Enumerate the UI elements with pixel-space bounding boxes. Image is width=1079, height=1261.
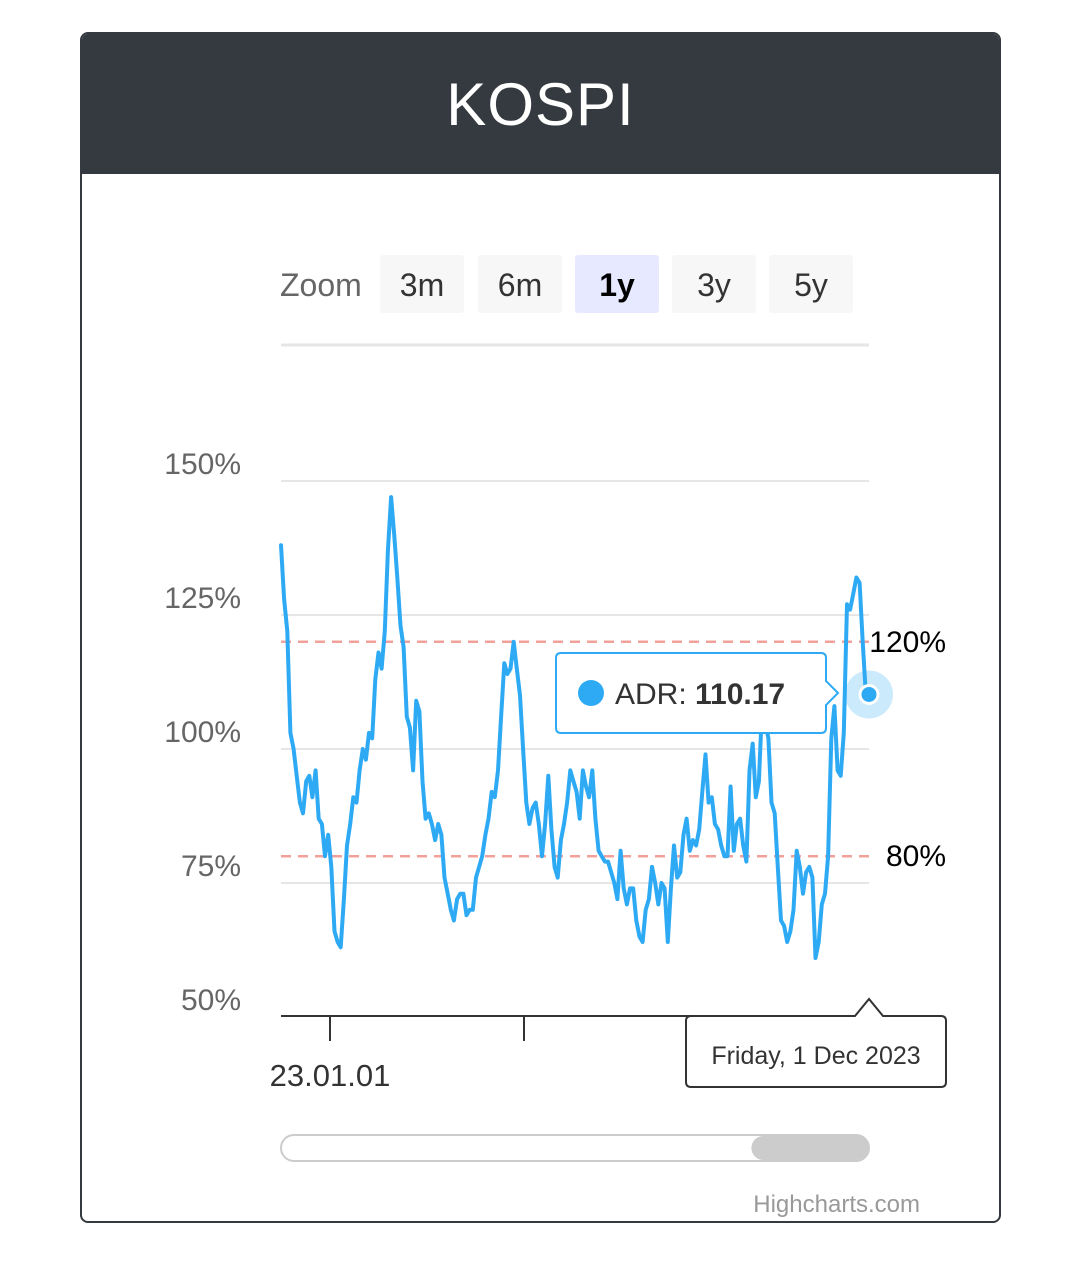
chart-card: KOSPI Zoom 3m 6m 1y 3y 5y 50% 75% 100% 125% 150%… <box>80 32 1001 1223</box>
date-label-text: Friday, 1 Dec 2023 <box>711 1042 920 1070</box>
stock-chart: Zoom 3m 6m 1y 3y 5y 50% 75% 100% 125% 150% 120% 8… <box>164 255 947 1218</box>
plot-line-label: 80% <box>886 840 946 873</box>
zoom-button-1y[interactable]: 1y <box>575 255 659 313</box>
zoom-button-label[interactable]: 1y <box>599 267 635 303</box>
x-tick-label: 23.01.01 <box>270 1058 391 1093</box>
zoom-button-label[interactable]: 3y <box>697 267 731 303</box>
series-adr <box>279 495 871 960</box>
zoom-button-label[interactable]: 3m <box>400 267 444 303</box>
plot-lines: 120% 80% <box>281 626 946 873</box>
x-axis-ticks: 23.01.01 <box>270 1016 525 1093</box>
tooltip-box <box>555 652 840 734</box>
zoom-button-label[interactable]: 5y <box>794 267 828 303</box>
navigator-scrollbar[interactable] <box>280 1134 870 1162</box>
grid-lines <box>281 480 869 884</box>
hover-point-marker <box>845 670 893 719</box>
y-tick-label: 125% <box>164 582 241 615</box>
tooltip-colon: : <box>678 678 695 711</box>
hover-point <box>858 683 880 705</box>
y-tick-label: 100% <box>164 716 241 749</box>
zoom-button-3m[interactable]: 3m <box>380 255 464 313</box>
tooltip: ADR: 110.17 <box>555 652 840 734</box>
tooltip-text: ADR: 110.17 <box>615 678 785 711</box>
y-tick-label: 75% <box>181 850 241 883</box>
crosshair-date-label: Friday, 1 Dec 2023 <box>685 997 947 1088</box>
zoom-button-label[interactable]: 6m <box>498 267 542 303</box>
tooltip-series-name: ADR <box>615 678 678 711</box>
plot-line-label: 120% <box>869 626 946 659</box>
zoom-range-selector: Zoom 3m 6m 1y 3y 5y <box>280 255 853 313</box>
card-title: KOSPI <box>446 70 635 138</box>
tooltip-series-dot <box>578 680 604 706</box>
card-header: KOSPI <box>82 34 999 174</box>
zoom-button-bg[interactable] <box>380 255 464 313</box>
series-line-adr <box>279 495 871 960</box>
y-tick-label: 50% <box>181 984 241 1017</box>
zoom-button-6m[interactable]: 6m <box>478 255 562 313</box>
y-axis-labels: 50% 75% 100% 125% 150% <box>164 448 241 1017</box>
zoom-button-bg[interactable] <box>769 255 853 313</box>
credits-link[interactable]: Highcharts.com <box>753 1191 920 1218</box>
zoom-button-bg[interactable] <box>478 255 562 313</box>
scrollbar-thumb[interactable] <box>751 1136 869 1160</box>
y-tick-label: 150% <box>164 448 241 481</box>
zoom-label: Zoom <box>280 267 362 303</box>
zoom-button-5y[interactable]: 5y <box>769 255 853 313</box>
zoom-button-3y[interactable]: 3y <box>672 255 756 313</box>
date-label-box <box>685 997 947 1088</box>
zoom-button-bg[interactable] <box>672 255 756 313</box>
tooltip-value: 110.17 <box>695 678 785 711</box>
zoom-button-bg[interactable] <box>575 255 659 313</box>
